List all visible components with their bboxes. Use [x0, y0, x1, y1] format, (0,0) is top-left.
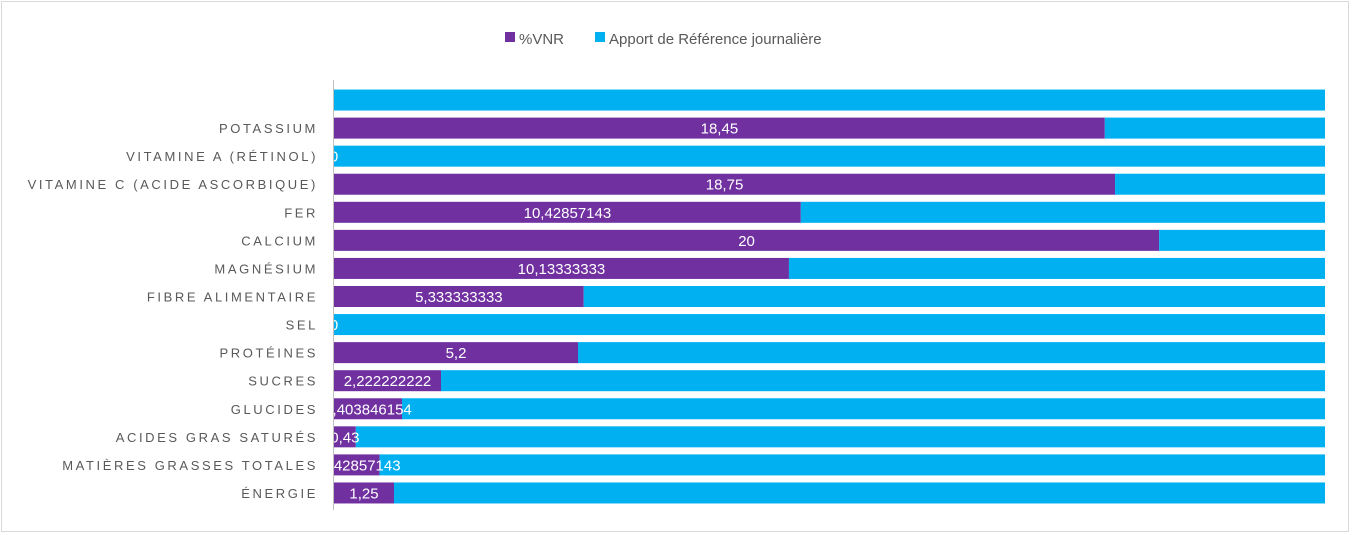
bar-vnr [334, 482, 394, 504]
bar-vnr [334, 173, 1116, 195]
legend-swatch-apport [595, 32, 605, 42]
bar-apport [401, 398, 1325, 420]
bar-vnr [334, 201, 801, 223]
data-label-vnr: 5,2 [446, 345, 467, 362]
bar-apport [379, 454, 1325, 476]
category-label: SUCRES [248, 374, 318, 389]
bar-vnr [334, 426, 356, 448]
legend-label-apport: Apport de Référence journalière [609, 31, 822, 48]
bar-vnr [334, 229, 1160, 251]
category-label: MATIÈRES GRASSES TOTALES [62, 458, 318, 473]
bar-apport [800, 201, 1325, 223]
category-label: GLUCIDES [231, 402, 318, 417]
legend: %VNR Apport de Référence journalière [505, 31, 822, 48]
bar-vnr [334, 117, 1105, 139]
legend-swatch-vnr [505, 32, 515, 42]
data-label-vnr: 5,333333333 [415, 289, 503, 306]
bar-apport [1115, 173, 1325, 195]
category-label: FIBRE ALIMENTAIRE [147, 290, 318, 305]
bar-apport [393, 482, 1325, 504]
data-label-vnr: 10,42857143 [524, 205, 612, 222]
bar-apport [583, 286, 1325, 307]
category-label: MAGNÉSIUM [214, 261, 318, 276]
data-label-vnr: 2,222222222 [344, 373, 432, 390]
category-label: ÉNERGIE [241, 486, 318, 501]
legend-label-vnr: %VNR [519, 31, 564, 48]
bar-apport [788, 257, 1325, 279]
category-label: POTASSIUM [219, 121, 318, 136]
data-label-vnr: 0 [330, 317, 338, 334]
category-label: CALCIUM [241, 233, 318, 248]
bar-apport [577, 342, 1325, 364]
bar-vnr [334, 286, 584, 307]
bar-apport [1159, 229, 1325, 251]
bar-vnr [334, 342, 578, 364]
data-label-vnr: 0 [330, 149, 338, 166]
category-label: PROTÉINES [219, 346, 318, 361]
bar-apport [355, 426, 1325, 448]
bar-apport [440, 370, 1325, 392]
data-label-vnr: 0,43 [330, 429, 359, 446]
data-label-vnr: 1,142857143 [313, 457, 401, 474]
bar-vnr [334, 257, 789, 279]
data-label-vnr: 20 [738, 233, 755, 250]
category-label: VITAMINE C (ACIDE ASCORBIQUE) [28, 177, 318, 192]
category-label: VITAMINE A (RÉTINOL) [126, 149, 318, 164]
data-label-vnr: 1,403846154 [324, 401, 412, 418]
bar-apport [334, 89, 1325, 111]
bar-apport [334, 145, 1325, 167]
bar-apport [334, 314, 1325, 336]
bar-vnr [334, 398, 402, 420]
category-label: ACIDES GRAS SATURÉS [116, 430, 318, 445]
data-label-vnr: 1,25 [349, 485, 378, 502]
data-label-vnr: 10,13333333 [518, 261, 606, 278]
data-label-vnr: 18,75 [706, 177, 744, 194]
category-label: FER [284, 205, 318, 220]
bar-vnr [334, 370, 441, 392]
category-label: SEL [286, 318, 318, 333]
data-label-vnr: 18,45 [701, 121, 739, 138]
bar-apport [1104, 117, 1325, 139]
bar-vnr [334, 454, 380, 476]
